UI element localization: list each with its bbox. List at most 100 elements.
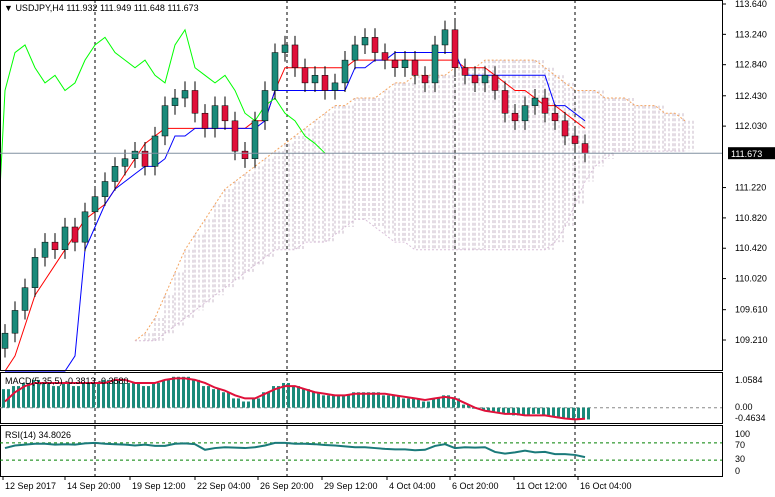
candle-body	[301, 67, 309, 84]
macd-bar	[292, 386, 295, 408]
macd-bar	[282, 382, 285, 408]
candle-body	[361, 37, 369, 46]
macd-bar	[542, 407, 545, 416]
macd-bar	[392, 395, 395, 408]
macd-bar	[162, 379, 165, 408]
macd-bar	[482, 407, 485, 411]
candle-body	[261, 90, 269, 122]
macd-bar	[262, 392, 265, 408]
candle-body	[341, 59, 349, 84]
price-tick-label: 113.640	[735, 0, 767, 9]
macd-bar	[107, 379, 110, 408]
candle-body	[491, 75, 499, 91]
macd-bar	[87, 382, 90, 408]
macd-bar	[147, 386, 150, 408]
candle-body	[61, 226, 69, 251]
macd-bar	[277, 386, 280, 408]
candle-body	[441, 29, 449, 46]
macd-bar	[217, 389, 220, 408]
candle-body	[391, 59, 399, 68]
macd-bar	[77, 386, 80, 408]
time-label: 11 Oct 12:00	[516, 481, 567, 491]
candle-body	[211, 105, 219, 129]
candle-body	[581, 143, 589, 154]
macd-bar	[407, 398, 410, 408]
macd-bar	[412, 398, 415, 408]
macd-bar	[432, 398, 435, 408]
macd-bar	[177, 376, 180, 408]
macd-bar	[12, 386, 15, 408]
macd-bar	[402, 398, 405, 408]
candle-body	[41, 241, 49, 258]
candle-body	[411, 59, 419, 76]
kijun-sen-line	[5, 52, 586, 372]
candle-body	[171, 97, 179, 106]
ohlc-values: 111.932 111.949 111.648 111.673	[66, 3, 199, 13]
macd-bar	[472, 407, 475, 409]
tenkan-sen-line	[4, 59, 586, 372]
rsi-tick-label: 30	[735, 454, 745, 464]
macd-bar	[352, 392, 355, 408]
macd-bar	[367, 392, 370, 408]
price-tick-label: 112.840	[735, 60, 767, 70]
macd-bar	[342, 395, 345, 408]
macd-bar	[332, 395, 335, 408]
macd-bar	[242, 401, 245, 408]
macd-bar	[222, 392, 225, 408]
macd-bar	[572, 407, 575, 421]
macd-bar	[422, 401, 425, 408]
macd-bar	[42, 382, 45, 408]
macd-bar	[532, 407, 535, 414]
macd-bar	[437, 398, 440, 408]
macd-bar	[257, 398, 260, 408]
candle-body	[481, 75, 489, 84]
price-tick-label: 109.210	[735, 335, 768, 345]
macd-bar	[577, 407, 580, 421]
time-label: 6 Oct 20:00	[452, 481, 499, 491]
candle-body	[461, 67, 469, 76]
macd-bar	[57, 386, 60, 408]
macd-panel: 1.0584 0.00-0.4634	[0, 375, 766, 423]
macd-bar	[192, 379, 195, 408]
macd-tick-label: 1.0584	[735, 375, 763, 385]
candle-body	[311, 75, 319, 84]
macd-bar	[307, 389, 310, 408]
macd-bar	[102, 379, 105, 408]
macd-bar	[372, 392, 375, 408]
ichimoku-cloud	[134, 59, 694, 342]
macd-bar	[487, 407, 490, 411]
macd-label: MACD(5,35,5) -0.3813 -0.3580	[5, 376, 129, 386]
macd-bar	[322, 395, 325, 408]
macd-bar	[302, 389, 305, 408]
macd-bar	[497, 407, 500, 413]
candle-body	[281, 44, 289, 53]
macd-bar	[27, 382, 30, 408]
candle-body	[51, 241, 59, 251]
macd-bar	[547, 407, 550, 416]
macd-bar	[582, 407, 585, 420]
candle-body	[541, 97, 549, 114]
candle-body	[431, 44, 439, 84]
macd-bar	[117, 379, 120, 408]
candle-body	[141, 150, 149, 167]
dropdown-triangle-icon[interactable]: ▼	[4, 3, 13, 13]
candle-body	[241, 150, 249, 159]
time-label: 12 Sep 2017	[5, 481, 56, 491]
macd-bar	[92, 382, 95, 408]
current-price-box	[728, 147, 775, 160]
macd-bar	[67, 382, 70, 408]
macd-bar	[297, 386, 300, 408]
candle-body	[161, 105, 169, 137]
candle-body	[111, 166, 119, 182]
macd-bar	[157, 382, 160, 408]
macd-bar	[557, 407, 560, 417]
macd-bar	[202, 386, 205, 408]
macd-frame	[0, 372, 723, 424]
macd-bar	[2, 389, 5, 408]
candle-body	[91, 196, 99, 213]
macd-bar	[552, 407, 555, 417]
candle-body	[331, 82, 339, 91]
